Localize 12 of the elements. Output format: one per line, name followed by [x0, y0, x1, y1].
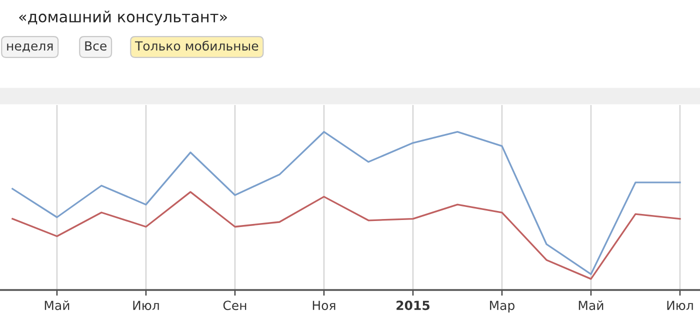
x-tick-label: Сен — [223, 300, 246, 310]
x-tick-label: Ноя — [312, 300, 336, 310]
x-tick-label: 2015 — [396, 300, 430, 310]
text: неделя — [7, 43, 53, 52]
text: Все — [85, 41, 106, 51]
x-tick-label: Май — [44, 300, 70, 310]
chart-title: «домашний консультант» — [19, 10, 227, 26]
text: Только мобильные — [134, 40, 258, 51]
x-tick-label: Июл — [133, 300, 159, 310]
x-tick-label: Мар — [490, 300, 514, 313]
x-tick-label: Июл — [667, 300, 693, 310]
x-tick-label: Май — [578, 300, 604, 310]
